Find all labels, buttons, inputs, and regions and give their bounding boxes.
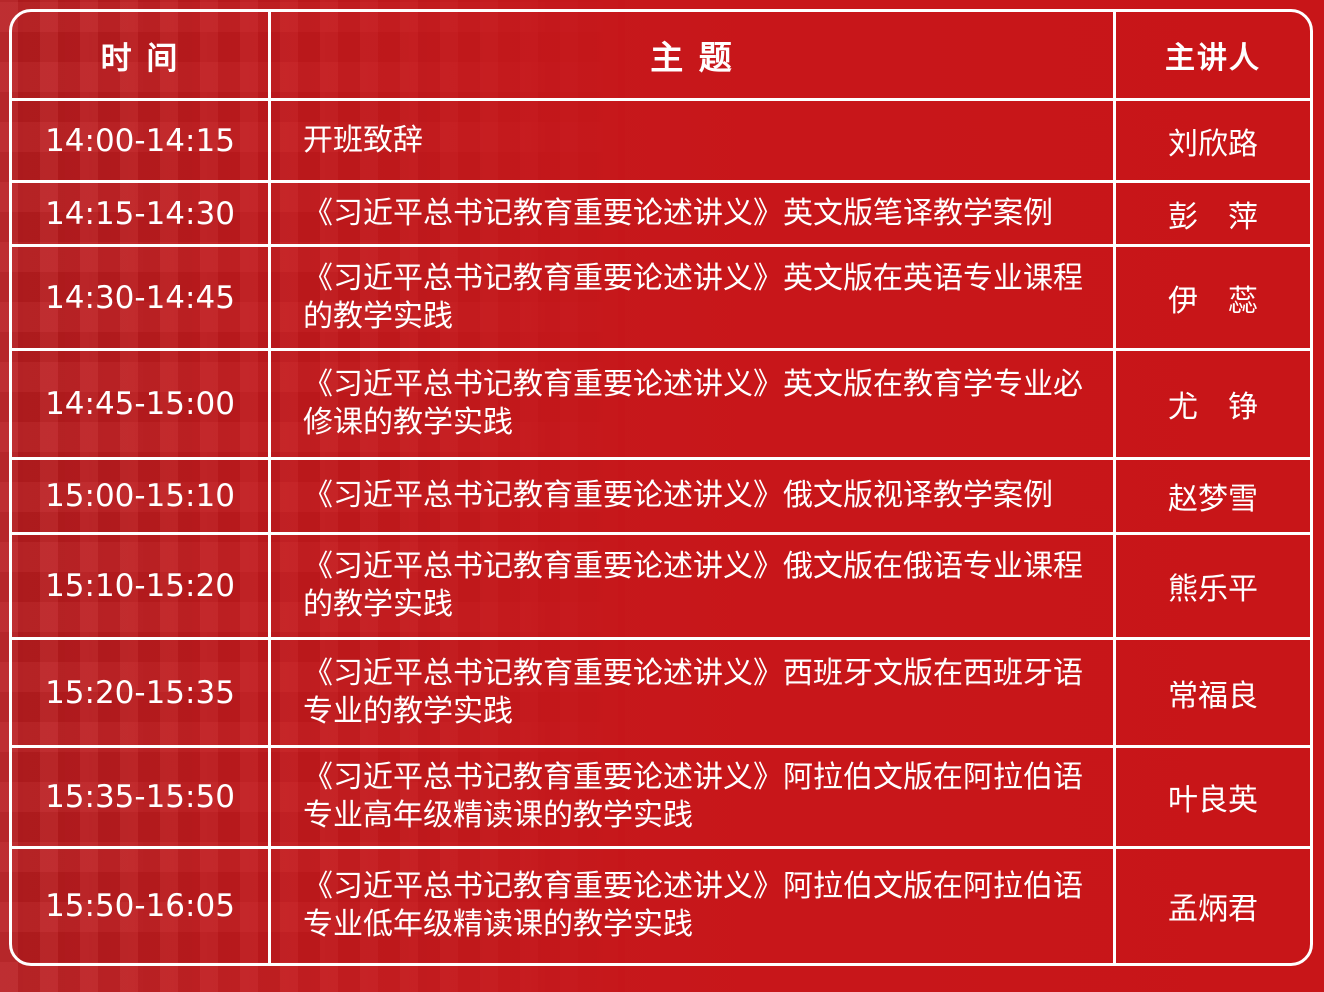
time-cell: 14:30-14:45 xyxy=(12,247,271,351)
speaker-cell: 叶良英 xyxy=(1116,748,1310,849)
speaker-cell: 常福良 xyxy=(1116,640,1310,748)
table-row: 15:20-15:35 《习近平总书记教育重要论述讲义》西班牙文版在西班牙语专业的… xyxy=(12,640,1310,748)
speaker-cell: 孟炳君 xyxy=(1168,892,1258,927)
topic-cell: 开班致辞 xyxy=(271,101,1116,183)
time-cell: 15:10-15:20 xyxy=(12,535,271,640)
table-row: 15:10-15:20 《习近平总书记教育重要论述讲义》俄文版在俄语专业课程的教学… xyxy=(12,535,1310,640)
topic-cell: 《习近平总书记教育重要论述讲义》英文版笔译教学案例 xyxy=(271,183,1116,247)
table-row: 15:00-15:10 《习近平总书记教育重要论述讲义》俄文版视译教学案例 赵梦雪 xyxy=(12,460,1310,535)
background-texture xyxy=(0,0,640,992)
table-row: 14:15-14:30 《习近平总书记教育重要论述讲义》英文版笔译教学案例彭 萍 xyxy=(12,183,1310,247)
speaker-cell: 尤 铮 xyxy=(1116,351,1310,460)
topic-cell: 《习近平总书记教育重要论述讲义》西班牙文版在西班牙语专业的教学实践 xyxy=(271,640,1116,748)
table-row: 14:45-15:00 《习近平总书记教育重要论述讲义》英文版在教育学专业必修课的… xyxy=(12,351,1310,460)
topic-cell: 《习近平总书记教育重要论述讲义》阿拉伯文版在阿拉伯语专业低年级精读课的教学实践 xyxy=(271,849,1116,963)
table-row: 14:00-14:15 开班致辞 刘欣路 xyxy=(12,101,1310,183)
time-cell: 14:00-14:15 xyxy=(12,101,271,183)
speaker-cell: 熊乐平 xyxy=(1116,535,1310,640)
time-cell: 15:50-16:05 xyxy=(12,849,271,963)
speaker-cell: 伊 蕊 xyxy=(1116,247,1310,351)
speaker-cell: 刘欣路 xyxy=(1116,101,1310,183)
table-row: 15:35-15:50 《习近平总书记教育重要论述讲义》阿拉伯文版在阿拉伯语专业高… xyxy=(12,748,1310,849)
speaker-cell: 彭 萍 xyxy=(1116,183,1310,247)
time-cell: 14:45-15:00 xyxy=(12,351,271,460)
topic-cell: 《习近平总书记教育重要论述讲义》阿拉伯文版在阿拉伯语专业高年级精读课的教学实践 xyxy=(271,748,1116,849)
time-cell: 15:00-15:10 xyxy=(12,460,271,535)
header-topic: 主 题 xyxy=(271,12,1116,101)
time-cell: 15:35-15:50 xyxy=(12,748,271,849)
header-speaker: 主讲人 xyxy=(1116,12,1310,101)
topic-cell: 《习近平总书记教育重要论述讲义》英文版在英语专业课程的教学实践 xyxy=(271,247,1116,351)
header-row: 时 间 主 题 主讲人 xyxy=(12,12,1310,101)
table-row: 14:30-14:45 《习近平总书记教育重要论述讲义》英文版在英语专业课程的教学… xyxy=(12,247,1310,351)
time-cell: 14:15-14:30 xyxy=(12,183,271,247)
time-cell: 15:20-15:35 xyxy=(12,640,271,748)
table-row: 15:50-16:05 《习近平总书记教育重要论述讲义》阿拉伯文版在阿拉伯语专业低… xyxy=(12,849,1310,963)
topic-cell: 《习近平总书记教育重要论述讲义》俄文版视译教学案例 xyxy=(271,460,1116,535)
topic-cell: 《习近平总书记教育重要论述讲义》俄文版在俄语专业课程的教学实践 xyxy=(271,535,1116,640)
topic-cell: 《习近平总书记教育重要论述讲义》英文版在教育学专业必修课的教学实践 xyxy=(271,351,1116,460)
schedule-table: 时 间 主 题 主讲人 14:00-14:15 开班致辞 刘欣路 14:15-14:3… xyxy=(9,9,1313,966)
speaker-cell: 赵梦雪 xyxy=(1116,460,1310,535)
header-time: 时 间 xyxy=(12,12,271,101)
